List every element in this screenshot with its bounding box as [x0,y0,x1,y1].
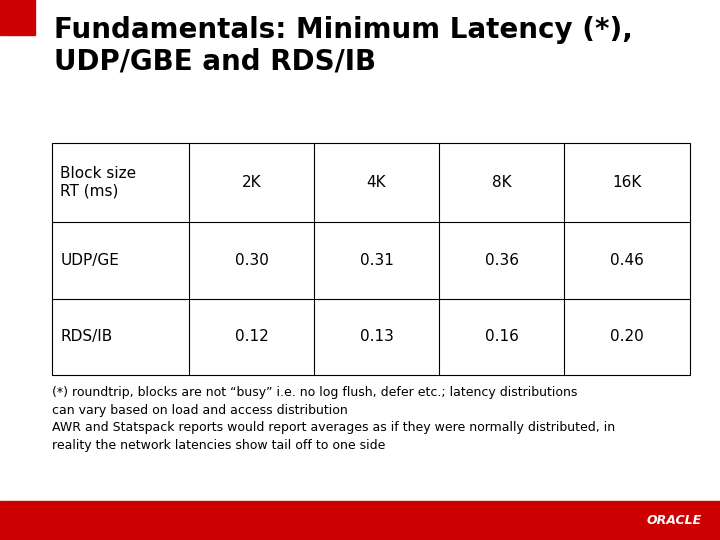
Text: 4K: 4K [366,175,387,190]
Text: 8K: 8K [492,175,511,190]
Text: 16K: 16K [612,175,642,190]
Text: 0.16: 0.16 [485,329,518,345]
Text: 0.13: 0.13 [359,329,393,345]
Text: RDS/IB: RDS/IB [60,329,113,345]
Text: 0.46: 0.46 [610,253,644,268]
Bar [0,501,720,540]
Bar [0,0,35,35]
Text: 0.31: 0.31 [359,253,393,268]
Text: ORACLE: ORACLE [647,514,702,527]
Text: 2K: 2K [242,175,261,190]
Text: Fundamentals: Minimum Latency (*),
UDP/GBE and RDS/IB: Fundamentals: Minimum Latency (*), UDP/G… [54,16,633,76]
Text: Block size
RT (ms): Block size RT (ms) [60,166,137,199]
Text: (*) roundtrip, blocks are not “busy” i.e. no log flush, defer etc.; latency dist: (*) roundtrip, blocks are not “busy” i.e… [52,386,615,451]
Text: 0.36: 0.36 [485,253,518,268]
Text: 0.30: 0.30 [235,253,269,268]
Text: 0.12: 0.12 [235,329,269,345]
Text: 0.20: 0.20 [610,329,644,345]
Bar [52,143,690,375]
Text: UDP/GE: UDP/GE [60,253,120,268]
